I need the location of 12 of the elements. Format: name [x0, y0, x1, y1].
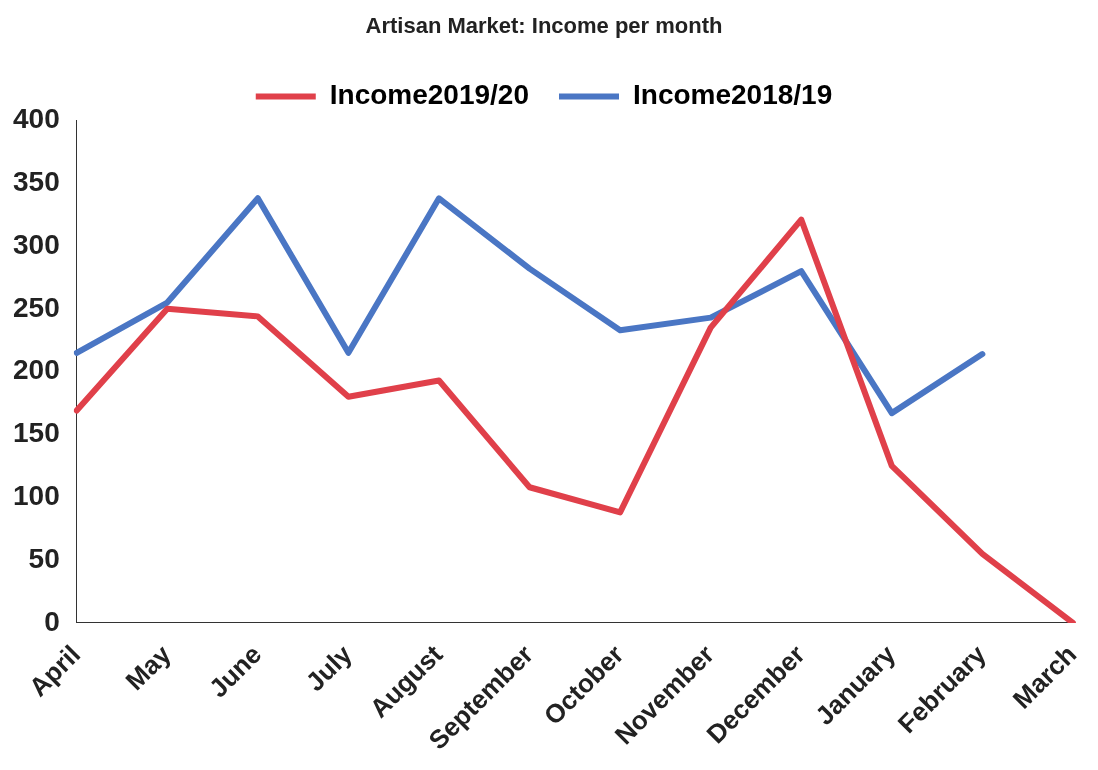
y-tick-label: 100: [13, 480, 60, 512]
y-tick-label: 250: [13, 291, 60, 323]
y-tick-label: 350: [13, 165, 60, 197]
y-tick-label: 150: [13, 417, 60, 449]
y-tick-label: 400: [13, 103, 60, 135]
chart-title: Artisan Market: Income per month: [365, 13, 723, 39]
y-tick-label: 300: [13, 228, 60, 260]
y-tick-label: 200: [13, 354, 60, 386]
y-tick-label: 50: [28, 542, 60, 574]
y-tick-label: 0: [44, 605, 60, 637]
legend-label: Income2019/20: [329, 79, 530, 111]
legend-label: Income2018/19: [633, 79, 833, 111]
